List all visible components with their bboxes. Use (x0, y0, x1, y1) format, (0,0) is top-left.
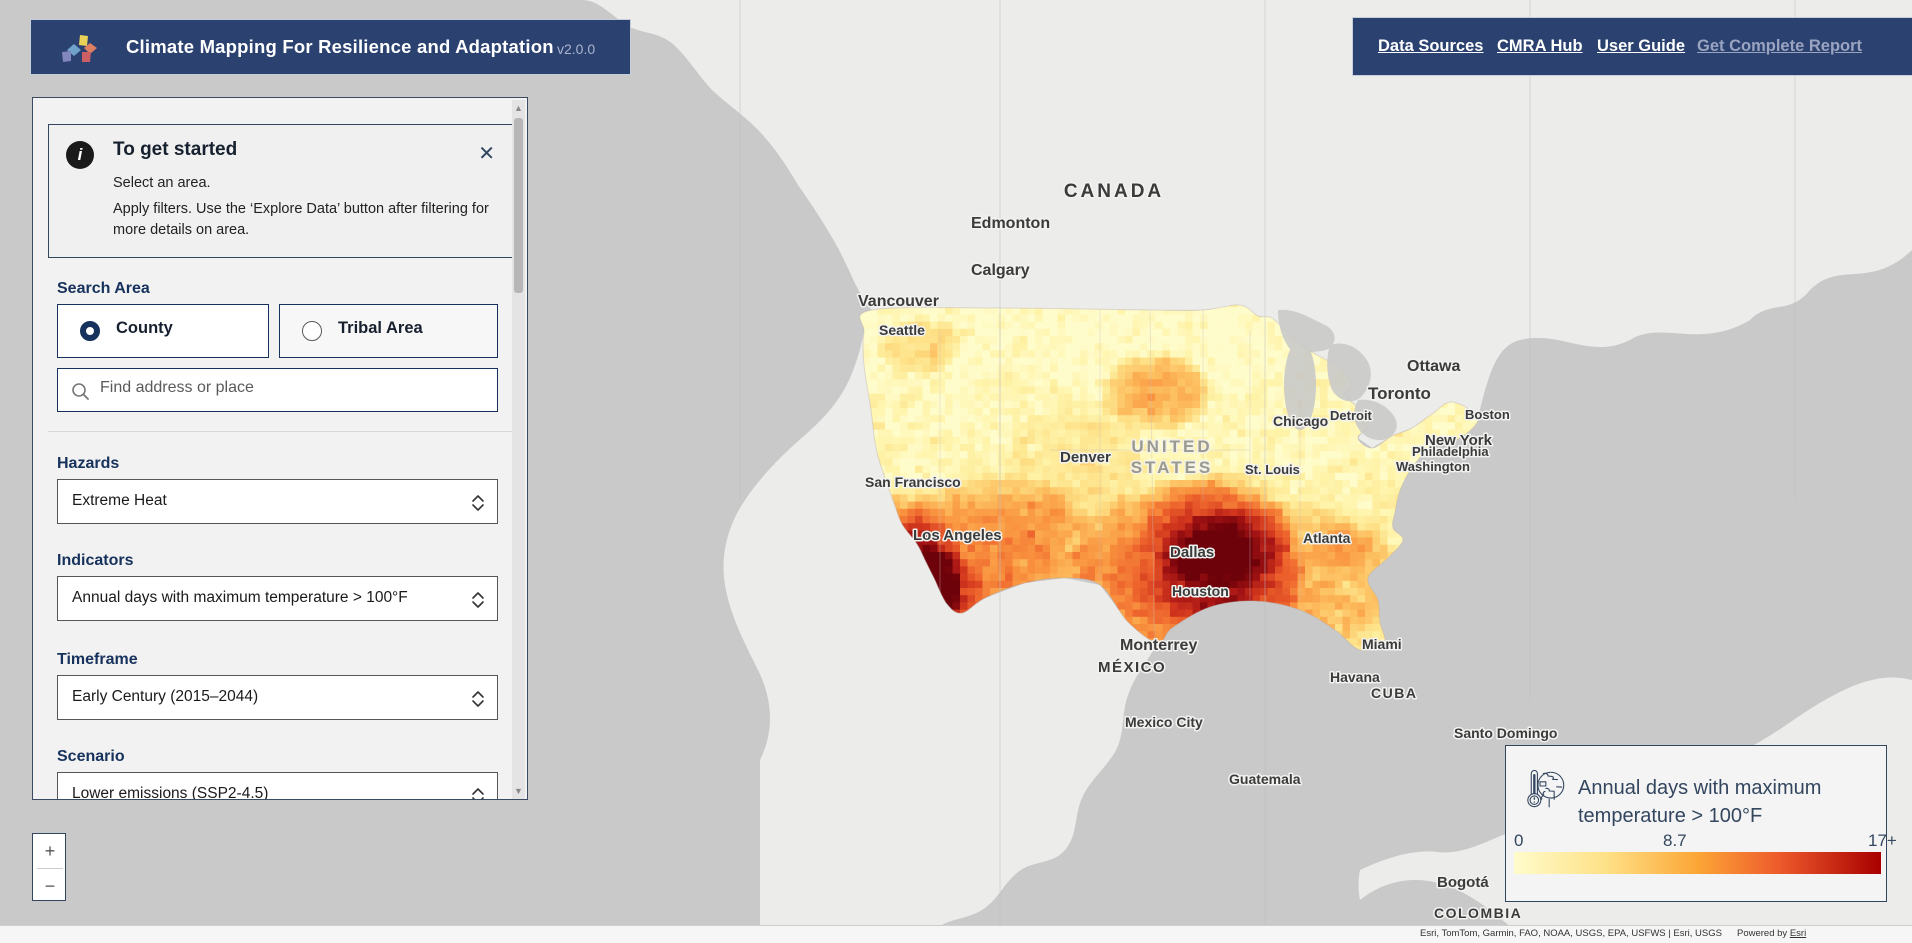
svg-text:Monterrey: Monterrey (1120, 637, 1197, 654)
svg-text:San Francisco: San Francisco (865, 474, 961, 490)
svg-text:Bogotá: Bogotá (1437, 874, 1489, 891)
svg-text:Dallas: Dallas (1170, 544, 1214, 561)
svg-text:COLOMBIA: COLOMBIA (1434, 905, 1522, 921)
svg-text:UNITED: UNITED (1131, 437, 1212, 456)
svg-text:Santo Domingo: Santo Domingo (1454, 725, 1557, 741)
svg-text:Detroit: Detroit (1330, 408, 1373, 423)
svg-text:MÉXICO: MÉXICO (1098, 659, 1166, 676)
svg-text:Houston: Houston (1172, 583, 1229, 599)
svg-text:Atlanta: Atlanta (1303, 530, 1351, 546)
svg-text:Miami: Miami (1362, 636, 1402, 652)
svg-text:Washington: Washington (1396, 459, 1470, 474)
svg-text:Edmonton: Edmonton (971, 215, 1050, 232)
svg-text:Vancouver: Vancouver (858, 293, 939, 310)
svg-text:Toronto: Toronto (1368, 384, 1431, 403)
svg-text:Guatemala: Guatemala (1229, 771, 1301, 787)
svg-text:Mexico City: Mexico City (1125, 714, 1203, 730)
svg-text:Los Angeles: Los Angeles (913, 527, 1002, 544)
svg-text:Calgary: Calgary (971, 262, 1030, 279)
svg-text:Boston: Boston (1465, 407, 1510, 422)
svg-text:Denver: Denver (1060, 449, 1111, 466)
svg-text:CUBA: CUBA (1371, 685, 1417, 701)
svg-text:STATES: STATES (1131, 458, 1214, 477)
svg-text:St. Louis: St. Louis (1245, 462, 1300, 477)
svg-text:Ottawa: Ottawa (1407, 358, 1460, 375)
svg-text:Chicago: Chicago (1273, 413, 1328, 429)
svg-text:Havana: Havana (1330, 669, 1380, 685)
svg-text:Seattle: Seattle (879, 322, 925, 338)
svg-text:CANADA: CANADA (1064, 181, 1164, 202)
svg-text:Philadelphia: Philadelphia (1412, 444, 1489, 459)
